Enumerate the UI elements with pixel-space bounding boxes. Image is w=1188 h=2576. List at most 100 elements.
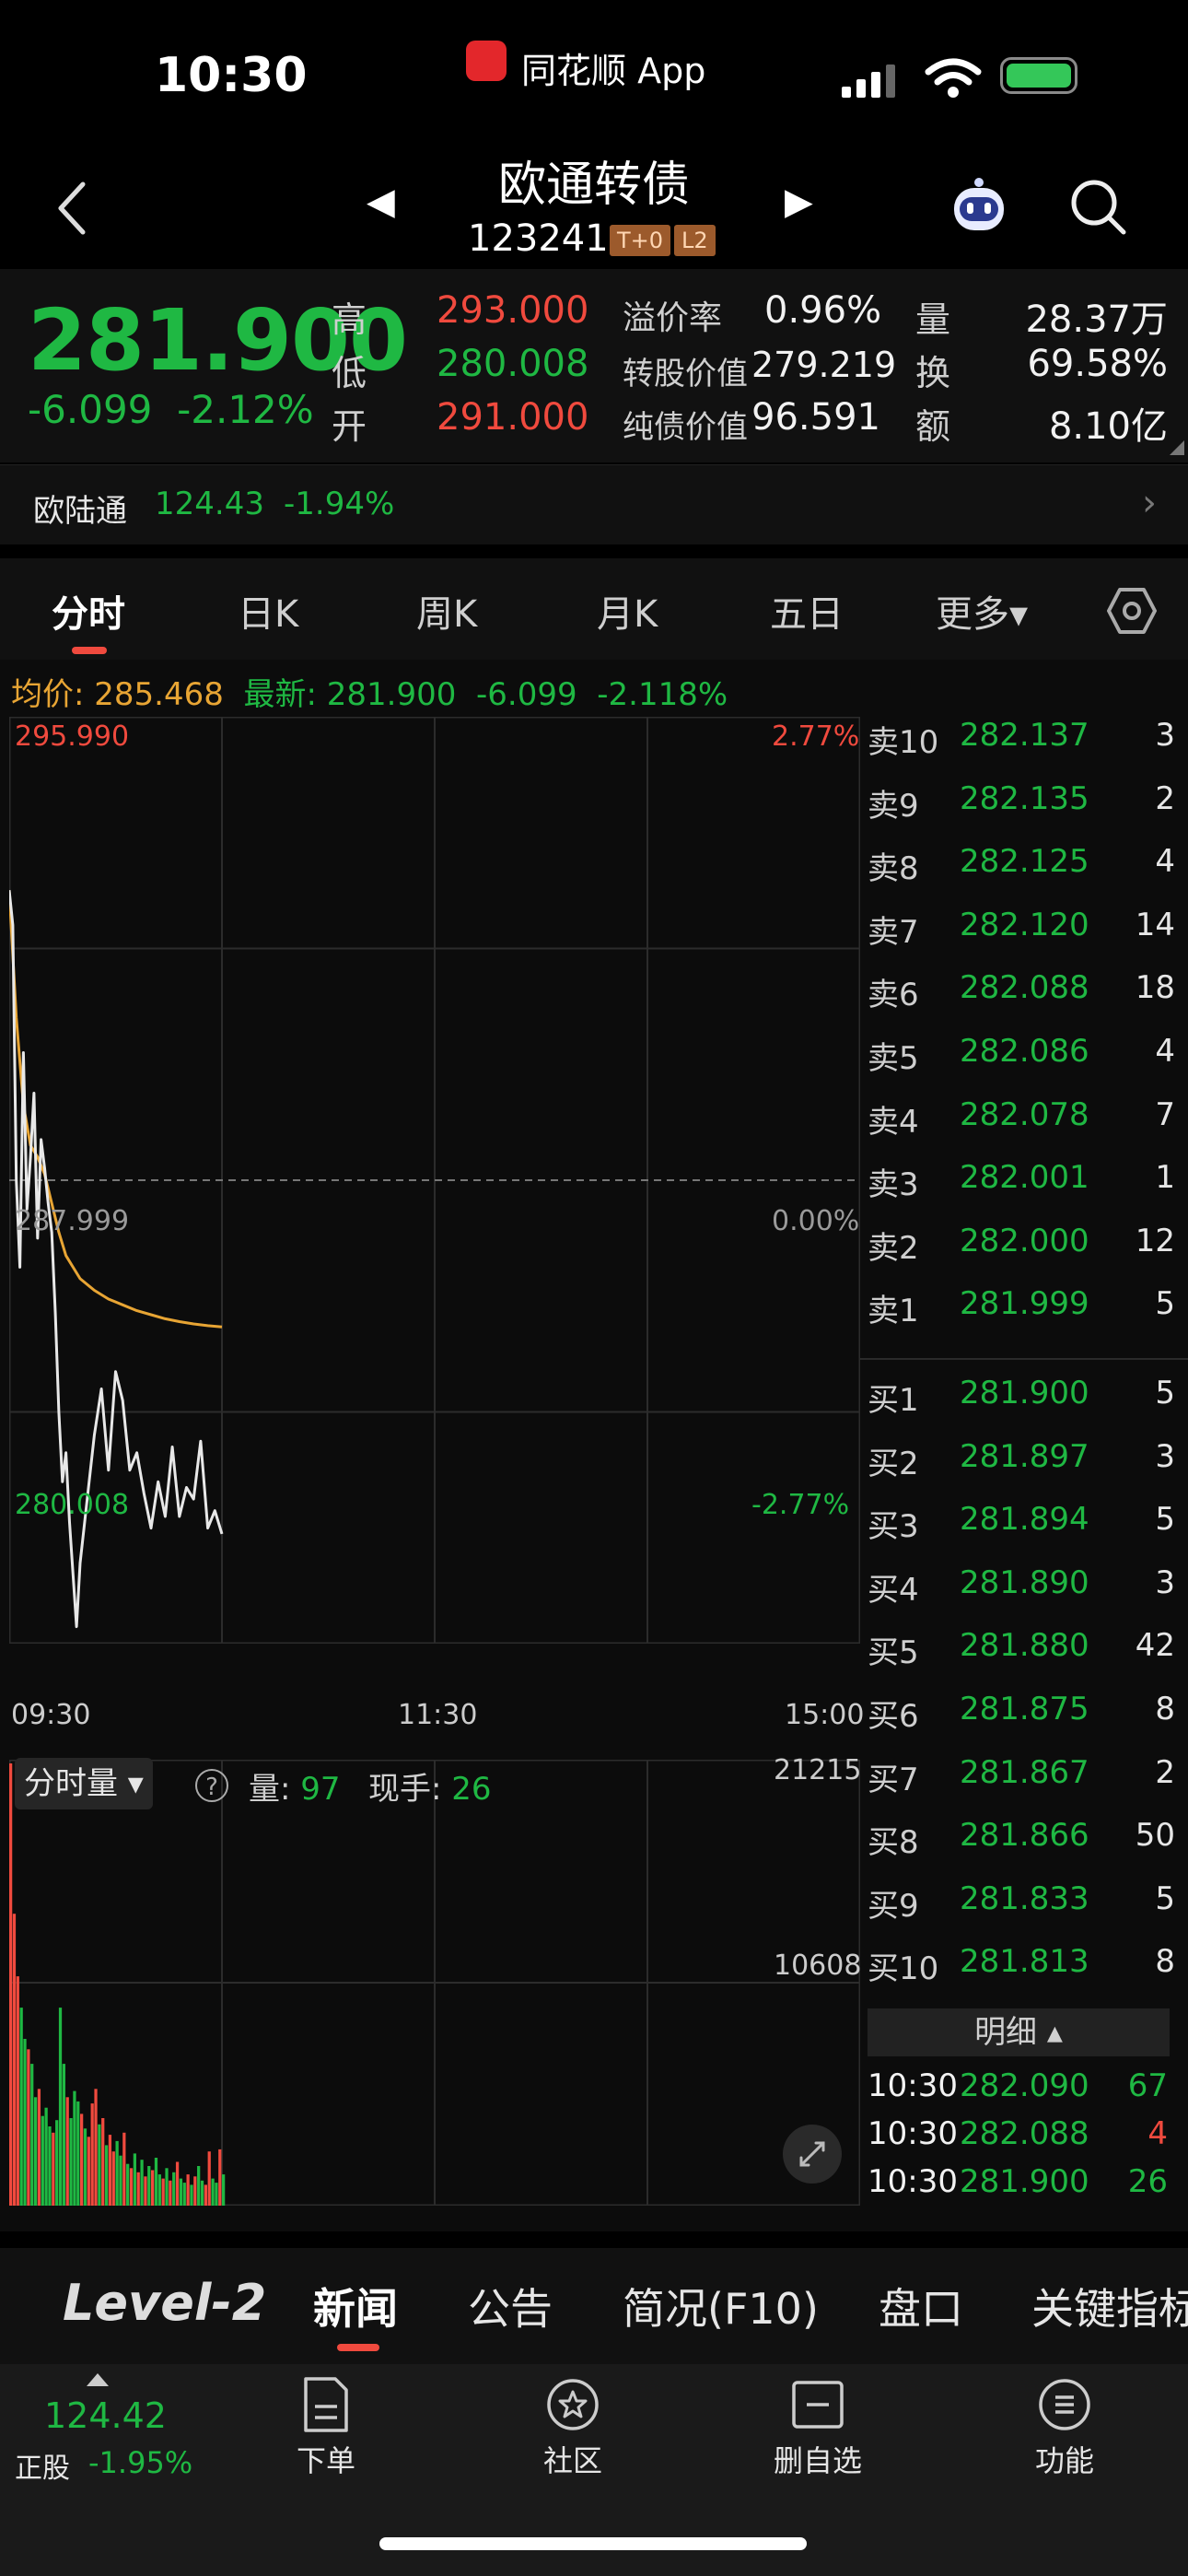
ask-row[interactable]: 卖8 282.125 4: [860, 843, 1188, 906]
volume-bar: [179, 2178, 183, 2206]
volume-hand-value: 26: [451, 1771, 492, 1808]
tab-monthly-k[interactable]: 月K: [597, 593, 658, 636]
order-price: 282.137: [960, 717, 1089, 754]
volume-bar: [41, 2115, 44, 2206]
ask-row[interactable]: 卖5 282.086 4: [860, 1033, 1188, 1095]
prev-arrow-icon[interactable]: ◀: [367, 181, 395, 223]
order-vol: 5: [1155, 1879, 1175, 1917]
ask-row[interactable]: 卖3 282.001 1: [860, 1159, 1188, 1222]
price-grid: [9, 717, 860, 1644]
chart-area: 均价: 285.468 最新: 281.900 -6.099 -2.118% 2…: [0, 660, 1188, 2231]
tab-five-day[interactable]: 五日: [770, 593, 844, 636]
order-price: 281.813: [960, 1943, 1089, 1981]
bid-row[interactable]: 买2 281.897 3: [860, 1438, 1188, 1501]
order-price: 281.999: [960, 1285, 1089, 1323]
ask-row[interactable]: 卖9 282.135 2: [860, 780, 1188, 843]
volume-bar: [94, 2089, 98, 2206]
nav-functions[interactable]: 功能: [1000, 2375, 1129, 2480]
volume-bar: [90, 2103, 94, 2206]
tab-weekly-k[interactable]: 周K: [416, 593, 478, 636]
bid-row[interactable]: 买3 281.894 5: [860, 1501, 1188, 1563]
underlying-price-nav[interactable]: 124.42: [44, 2395, 167, 2436]
app-badge-icon: [466, 41, 507, 81]
bid-row[interactable]: 买10 281.813 8: [860, 1943, 1188, 2006]
trade-volume: 4: [1147, 2115, 1168, 2152]
bid-row[interactable]: 买7 281.867 2: [860, 1754, 1188, 1817]
nav-order[interactable]: 下单: [262, 2375, 390, 2480]
underlying-stock-row[interactable]: 欧陆通 124.43 -1.94% ›: [0, 464, 1188, 544]
ask-row[interactable]: 卖10 282.137 3: [860, 717, 1188, 779]
tab-news[interactable]: 新闻: [313, 2284, 398, 2334]
back-icon[interactable]: [53, 181, 90, 236]
bid-row[interactable]: 买9 281.833 5: [860, 1880, 1188, 1943]
ask-row[interactable]: 卖4 282.078 7: [860, 1096, 1188, 1159]
volume-bar: [218, 2149, 222, 2206]
underlying-name: 欧陆通: [33, 493, 127, 530]
nav-remove-watchlist[interactable]: 删自选: [753, 2375, 882, 2480]
quote-panel: 281.900 -6.099 -2.12% 高 低 开 293.000 280.…: [0, 269, 1188, 463]
next-arrow-icon[interactable]: ▶: [785, 181, 813, 223]
active-tab-indicator: [72, 647, 107, 654]
search-icon[interactable]: [1068, 177, 1129, 238]
home-indicator[interactable]: [379, 2537, 807, 2550]
settings-hex-icon[interactable]: [1107, 586, 1157, 636]
volume-grid: [9, 1760, 860, 2206]
robot-icon[interactable]: [947, 175, 1011, 240]
volume-bar: [186, 2174, 190, 2206]
bid-row[interactable]: 买1 281.900 5: [860, 1375, 1188, 1437]
bid-row[interactable]: 买4 281.890 3: [860, 1564, 1188, 1627]
bond-value-label: 纯债价值: [623, 409, 748, 446]
order-vol: 14: [1135, 906, 1175, 943]
volume-bar: [12, 1914, 17, 2206]
ask-row[interactable]: 卖1 281.999 5: [860, 1285, 1188, 1348]
bid-row[interactable]: 买8 281.866 50: [860, 1817, 1188, 1879]
volume-bar: [37, 2089, 41, 2206]
volume-type-select[interactable]: 分时量 ▾: [15, 1758, 153, 1809]
volume-bar: [207, 2151, 211, 2206]
bid-row[interactable]: 买6 281.875 8: [860, 1691, 1188, 1753]
nav-remove-watchlist-label: 删自选: [773, 2443, 862, 2478]
order-price: 281.900: [960, 1375, 1089, 1411]
bond-value: 96.591: [751, 396, 880, 439]
expand-corner-icon[interactable]: [1170, 440, 1184, 455]
order-label: 卖4: [868, 1103, 919, 1141]
ask-row[interactable]: 卖2 282.000 12: [860, 1223, 1188, 1285]
order-vol: 7: [1155, 1095, 1175, 1133]
volume-qty-value: 97: [300, 1771, 341, 1808]
stock-name: 欧通转债: [497, 158, 690, 213]
volume-bar: [144, 2176, 147, 2206]
tab-key-metrics[interactable]: 关键指标: [1031, 2284, 1188, 2334]
trade-time: 10:30: [868, 2067, 958, 2104]
order-label: 买3: [868, 1508, 919, 1546]
tab-intraday[interactable]: 分时: [52, 593, 125, 636]
volume-chart[interactable]: [9, 1760, 860, 2206]
order-price: 282.088: [960, 969, 1089, 1007]
high-value: 293.000: [437, 289, 589, 332]
trade-price: 281.900: [960, 2163, 1089, 2200]
tab-daily-k[interactable]: 日K: [238, 593, 299, 636]
volume-bar: [111, 2151, 115, 2206]
ask-row[interactable]: 卖7 282.120 14: [860, 907, 1188, 969]
trade-detail-header[interactable]: 明细 ▴: [868, 2008, 1170, 2056]
pct-axis-bottom: -2.77%: [751, 1489, 850, 1521]
tab-announcements[interactable]: 公告: [468, 2284, 553, 2334]
tab-more[interactable]: 更多▾: [936, 593, 1029, 636]
order-label: 买10: [868, 1950, 939, 1988]
ask-row[interactable]: 卖6 282.088 18: [860, 969, 1188, 1032]
volume-bar: [62, 2064, 65, 2206]
expand-icon[interactable]: [783, 2125, 842, 2184]
nav-community[interactable]: 社区: [508, 2375, 637, 2480]
volume-bar: [140, 2160, 144, 2206]
help-icon[interactable]: ?: [195, 1769, 228, 1802]
volume-bar: [172, 2172, 176, 2206]
tag-l2: L2: [674, 225, 716, 256]
active-news-tab-indicator: [337, 2344, 379, 2351]
tab-order-panel[interactable]: 盘口: [879, 2284, 963, 2334]
volume-bar: [190, 2184, 193, 2206]
price-axis-top: 295.990: [15, 720, 130, 753]
intraday-price-chart[interactable]: [9, 717, 860, 1644]
tab-profile-f10[interactable]: 简况(F10): [623, 2284, 819, 2334]
bid-row[interactable]: 买5 281.880 42: [860, 1627, 1188, 1690]
order-label: 买1: [868, 1382, 919, 1419]
volume-bar: [129, 2168, 134, 2206]
